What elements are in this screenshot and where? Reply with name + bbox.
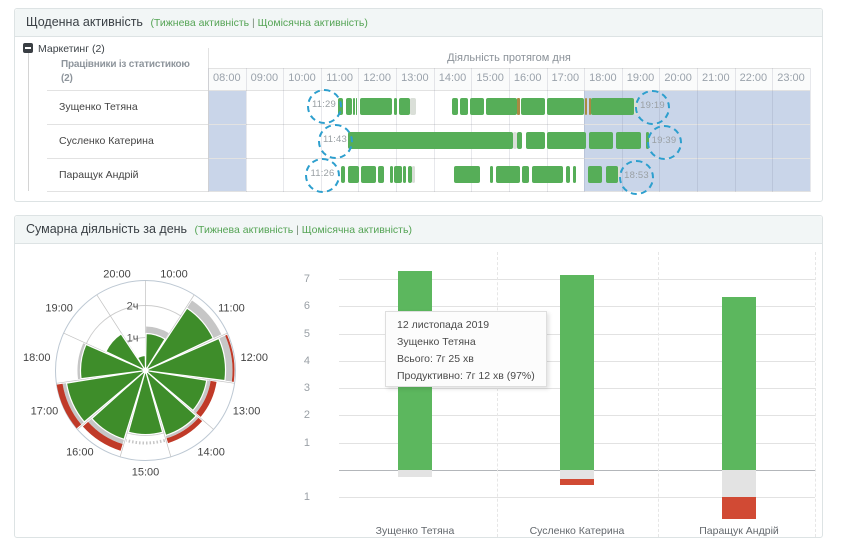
svg-text:1ч: 1ч — [126, 332, 138, 344]
svg-text:16:00: 16:00 — [66, 446, 94, 458]
svg-text:15:00: 15:00 — [131, 466, 159, 478]
svg-text:2ч: 2ч — [126, 300, 138, 312]
svg-text:18:00: 18:00 — [22, 351, 50, 363]
svg-text:20:00: 20:00 — [103, 268, 131, 280]
svg-text:12:00: 12:00 — [240, 351, 268, 363]
svg-text:17:00: 17:00 — [30, 405, 58, 417]
svg-text:11:00: 11:00 — [218, 302, 245, 314]
svg-text:10:00: 10:00 — [160, 268, 188, 280]
svg-text:19:00: 19:00 — [45, 302, 73, 314]
svg-text:14:00: 14:00 — [197, 446, 225, 458]
svg-text:13:00: 13:00 — [232, 405, 260, 417]
